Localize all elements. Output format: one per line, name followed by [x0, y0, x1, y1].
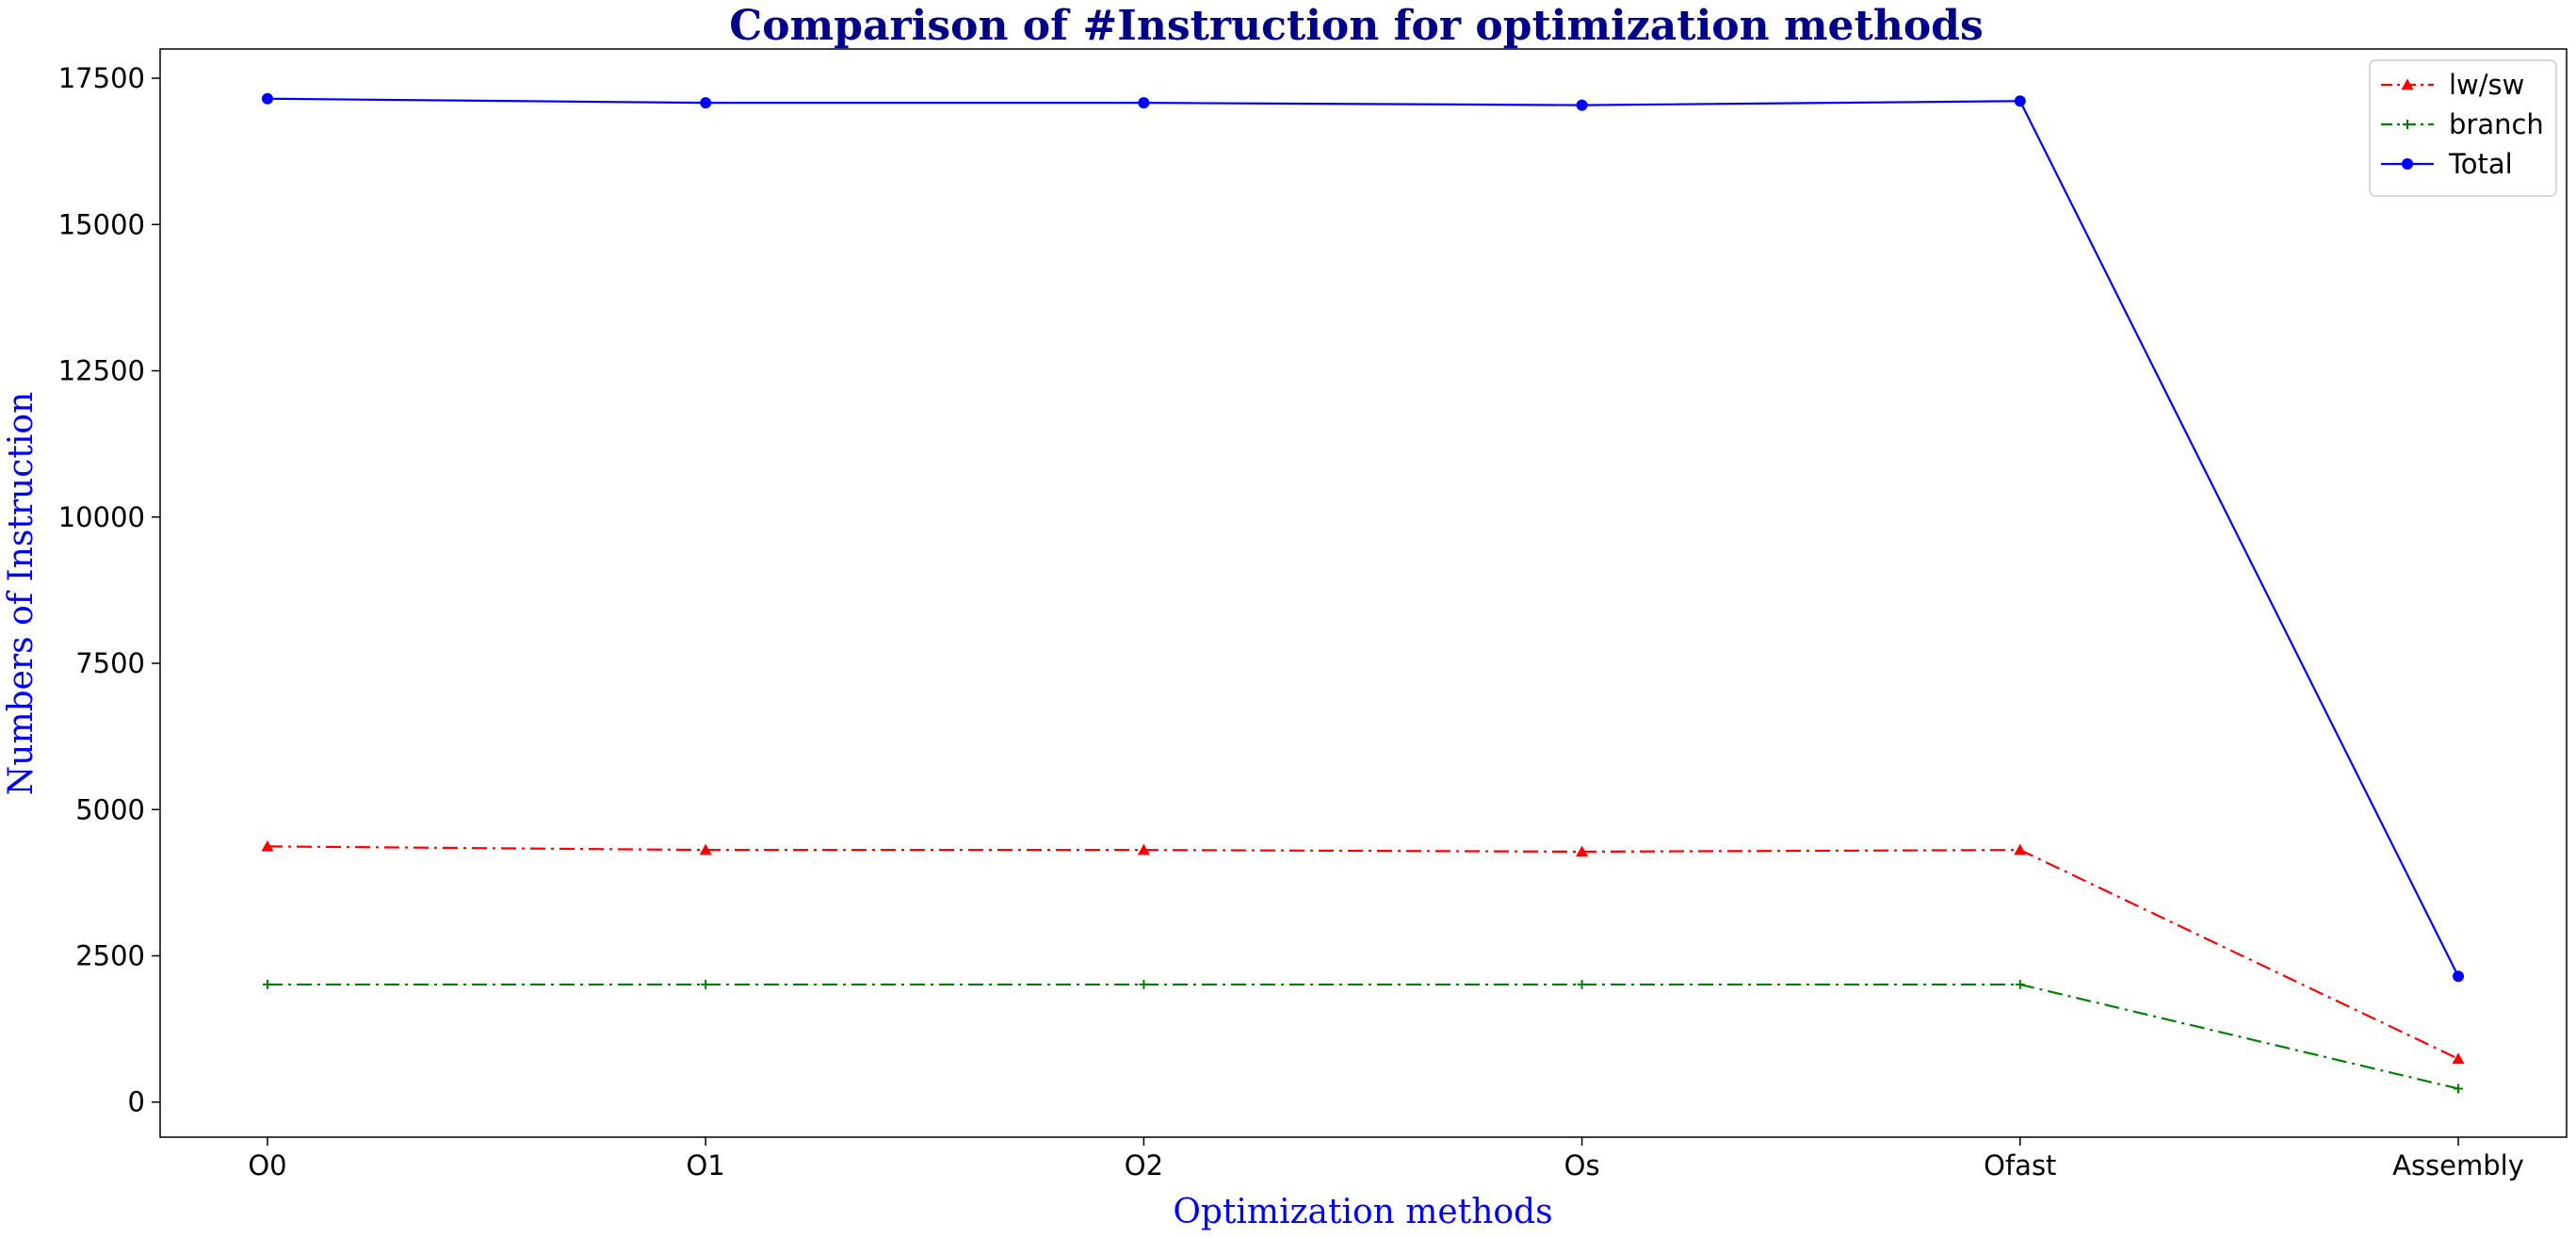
- x-tick-label: O1: [687, 1149, 725, 1181]
- x-tick-label: Assembly: [2392, 1149, 2524, 1181]
- y-tick-label: 15000: [58, 208, 145, 240]
- legend-label: Total: [2448, 148, 2513, 180]
- data-point: [2452, 1052, 2465, 1064]
- data-point: [701, 979, 711, 989]
- y-tick-label: 2500: [75, 940, 145, 972]
- y-tick-label: 0: [128, 1086, 145, 1118]
- data-point: [700, 97, 712, 109]
- data-point: [2014, 95, 2026, 107]
- x-tick-label: Ofast: [1984, 1149, 2056, 1181]
- series-line: [267, 97, 2459, 977]
- y-axis-title: Numbers of Instruction: [2, 392, 41, 795]
- data-point: [2402, 158, 2413, 170]
- y-tick-label: 12500: [58, 355, 145, 387]
- series-layer: [261, 92, 2465, 1094]
- y-tick-label: 17500: [58, 62, 145, 94]
- data-point: [1139, 979, 1149, 989]
- legend-label: lw/sw: [2449, 69, 2524, 101]
- data-point: [1577, 979, 1587, 989]
- legend: lw/sw branch Total: [2369, 59, 2557, 197]
- data-point: [2015, 979, 2025, 989]
- legend-label: branch: [2449, 108, 2544, 140]
- x-tick-label: O2: [1125, 1149, 1163, 1181]
- legend-box: [2369, 59, 2557, 197]
- data-point: [1576, 99, 1588, 111]
- x-axis-title: Optimization methods: [1173, 1193, 1552, 1231]
- x-axis: O0 O1 O2 Os Ofast Assembly: [248, 1137, 2524, 1181]
- data-point: [262, 92, 273, 105]
- series-lw-sw: [261, 839, 2465, 1064]
- series-total: [262, 92, 2464, 983]
- data-point: [2401, 78, 2414, 90]
- series-line: [267, 845, 2459, 1060]
- chart-title: Comparison of #Instruction for optimizat…: [729, 2, 1983, 50]
- x-tick-label: O0: [248, 1149, 286, 1181]
- data-point: [261, 839, 274, 852]
- data-point: [2403, 120, 2412, 129]
- data-point: [699, 843, 712, 855]
- y-axis: 0 2500 5000 7500 10000 12500 15000 17500: [58, 62, 160, 1118]
- data-point: [1138, 97, 1150, 109]
- plot-area: [159, 48, 2568, 1138]
- y-tick-label: 5000: [75, 793, 145, 825]
- series-line: [267, 983, 2459, 1090]
- series-branch: [263, 979, 2463, 1094]
- data-point: [1137, 843, 1150, 855]
- x-tick-label: Os: [1564, 1149, 1600, 1181]
- data-point: [2454, 1083, 2463, 1094]
- data-point: [1576, 845, 1589, 857]
- y-tick-label: 10000: [58, 501, 145, 533]
- data-point: [2014, 843, 2027, 855]
- y-tick-label: 7500: [75, 647, 145, 679]
- data-point: [2453, 970, 2464, 983]
- data-point: [263, 979, 272, 989]
